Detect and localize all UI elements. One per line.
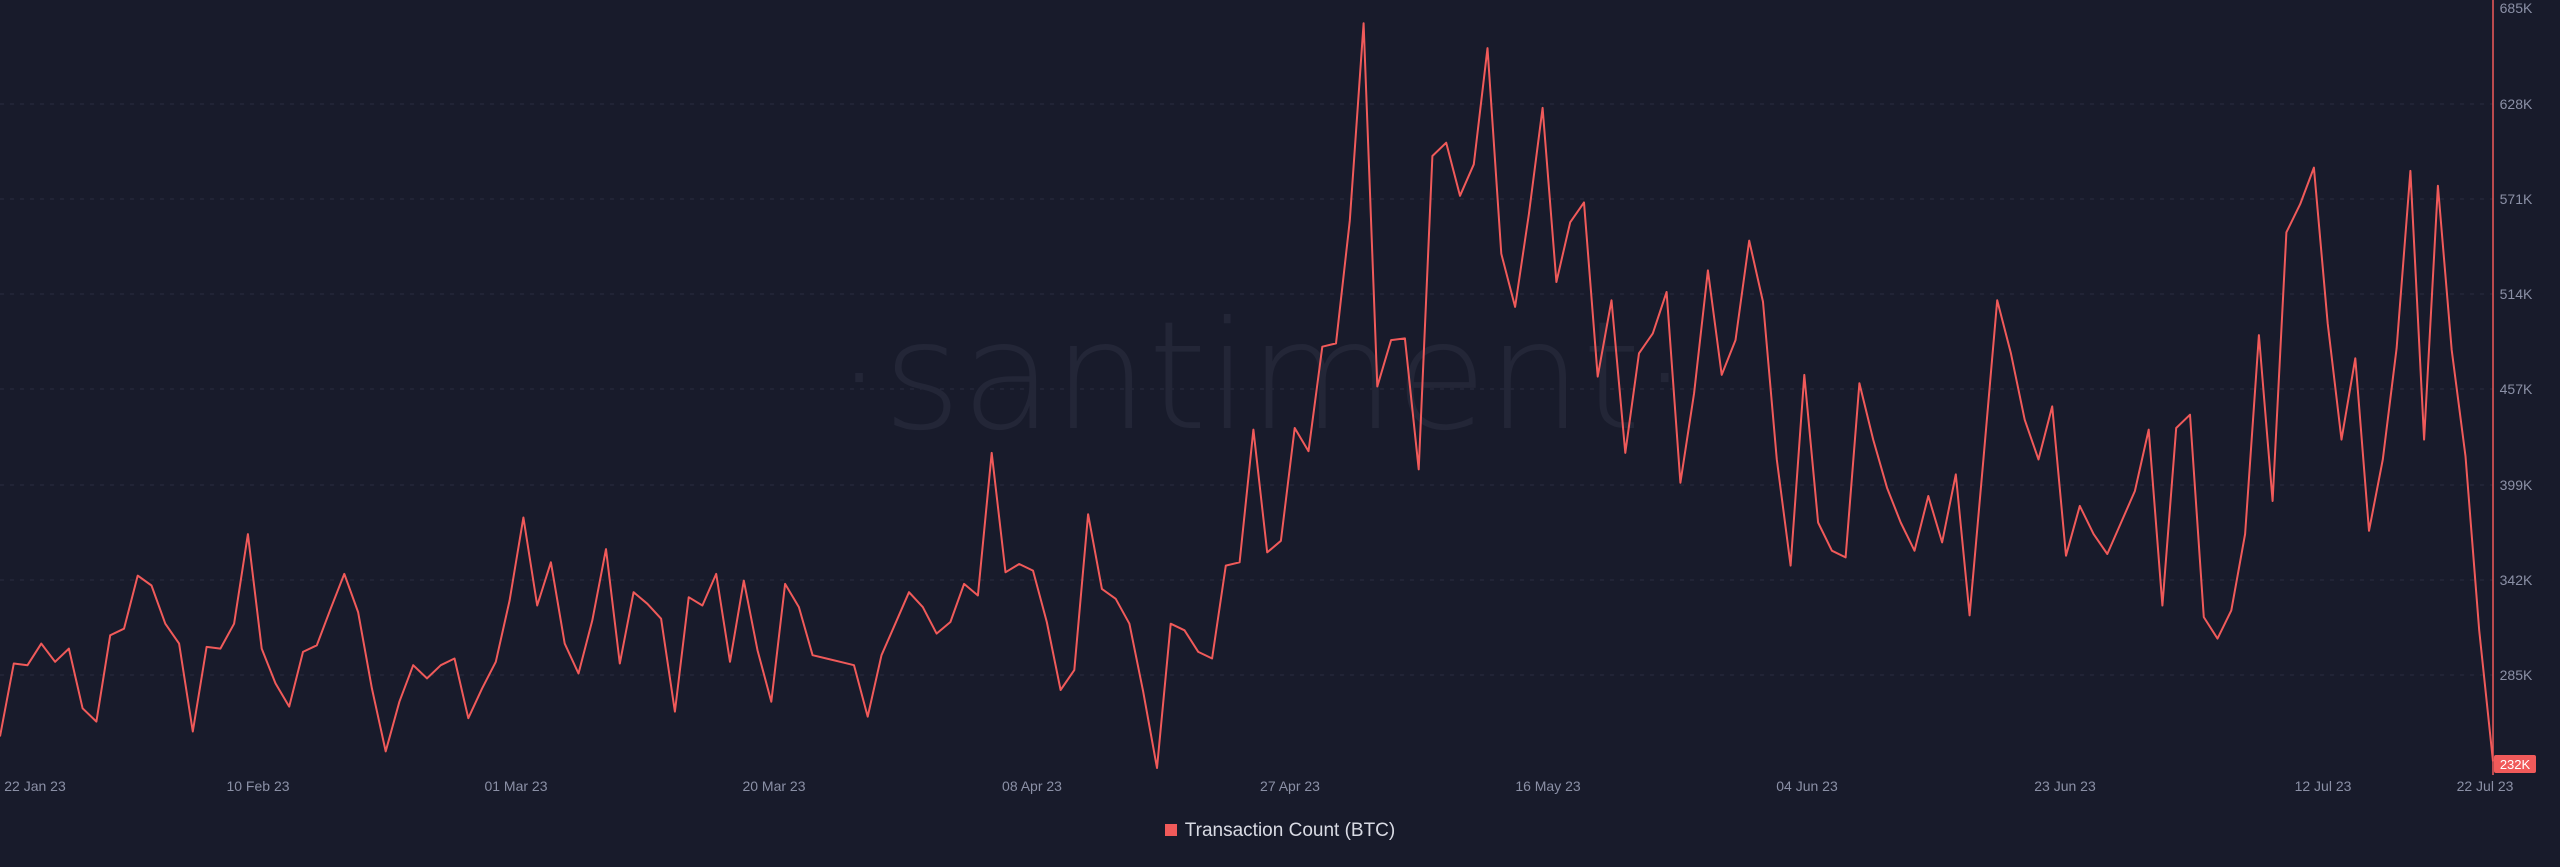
x-tick-label: 20 Mar 23 [742,778,805,794]
x-tick-label: 22 Jul 23 [2457,778,2514,794]
x-tick-label: 22 Jan 23 [4,778,66,794]
legend: Transaction Count (BTC) [0,820,2560,842]
x-tick-label: 23 Jun 23 [2034,778,2096,794]
legend-swatch-icon [1164,824,1177,836]
x-tick-label: 12 Jul 23 [2295,778,2352,794]
x-tick-label: 16 May 23 [1515,778,1581,794]
y-tick-label: 285K [2500,667,2533,683]
y-tick-label: 514K [2500,286,2533,302]
y-tick-label: 399K [2500,477,2533,493]
x-tick-labels: 22 Jan 23 10 Feb 23 01 Mar 23 20 Mar 23 08 A… [4,778,2513,794]
x-tick-label: 10 Feb 23 [226,778,289,794]
legend-label[interactable]: Transaction Count (BTC) [1184,820,1396,841]
x-tick-label: 08 Apr 23 [1002,778,1062,794]
series-line-transaction-count [0,22,2494,769]
last-value-badge-label: 232K [2500,757,2531,772]
y-tick-labels: 685K 628K 571K 514K 457K 399K 342K 285K [2500,0,2533,683]
y-tick-label: 685K [2500,0,2533,16]
last-value-badge: 232K [2494,755,2536,773]
x-tick-label: 01 Mar 23 [484,778,547,794]
y-tick-label: 628K [2500,96,2533,112]
santiment-watermark: ·santiment· [835,290,1688,464]
last-value-badge-bg [2494,755,2536,773]
y-tick-label: 571K [2500,191,2533,207]
x-tick-label: 04 Jun 23 [1776,778,1838,794]
y-tick-label: 342K [2500,572,2533,588]
x-tick-label: 27 Apr 23 [1260,778,1320,794]
y-tick-label: 457K [2500,381,2533,397]
